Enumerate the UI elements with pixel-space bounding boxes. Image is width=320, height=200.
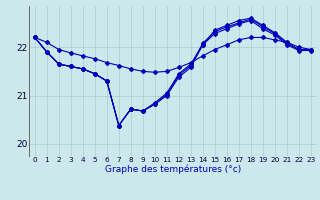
X-axis label: Graphe des températures (°c): Graphe des températures (°c) — [105, 165, 241, 174]
